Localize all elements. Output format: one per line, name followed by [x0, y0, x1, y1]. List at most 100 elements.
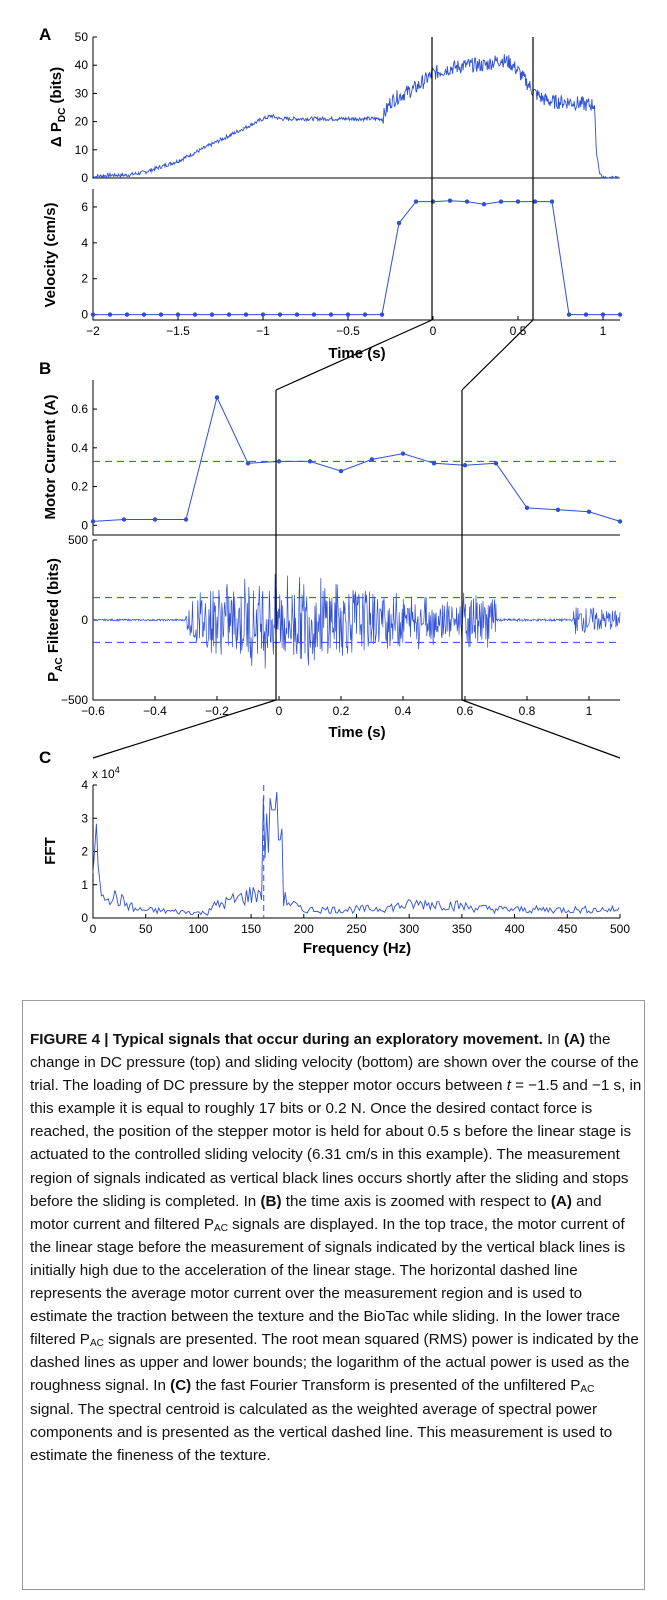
- velocity-point: [141, 312, 147, 317]
- caption-text: In: [542, 1031, 564, 1048]
- motor-current-point: [338, 468, 344, 474]
- caption-text: the change in DC pressure (top) and slid…: [30, 1031, 639, 1095]
- velocity-point: [532, 199, 538, 204]
- x-tick-label-B-bottom: 0.6: [457, 704, 474, 718]
- motor-current-point: [90, 519, 96, 524]
- x-tick-label-C: 0: [90, 922, 97, 936]
- x-tick-label-C: 500: [610, 922, 630, 936]
- motor-current-point: [245, 461, 251, 466]
- caption-ref-b: (B): [260, 1192, 282, 1210]
- motor-current-point: [400, 451, 406, 456]
- caption-text: signal. The spectral centroid is calcula…: [30, 1400, 613, 1464]
- velocity-point: [600, 312, 606, 317]
- x-tick-label-B-bottom: 0.8: [519, 704, 536, 718]
- caption-box: [22, 1000, 645, 1590]
- motor-current-point: [369, 457, 375, 462]
- y-tick-label-C: 2: [81, 845, 88, 859]
- x-tick-label-A-bottom: −2: [86, 324, 100, 338]
- motor-current-point: [524, 505, 530, 511]
- caption-text: signals are presented. The root mean squ…: [30, 1331, 639, 1395]
- velocity-point: [294, 312, 300, 317]
- x-tick-label-B-bottom: −0.6: [81, 704, 105, 718]
- x-tick-label-A-bottom: −0.5: [336, 324, 360, 338]
- ylabel-a-top: Δ PDC (bits): [48, 67, 68, 147]
- motor-current-point: [183, 517, 189, 522]
- velocity-point: [362, 312, 368, 317]
- xlabel-c: Frequency (Hz): [303, 940, 411, 957]
- dc-pressure-line: [92, 54, 620, 180]
- fft-spectrum-line: [92, 791, 620, 916]
- velocity-point: [209, 312, 215, 317]
- velocity-point: [311, 312, 317, 317]
- velocity-point: [158, 312, 164, 317]
- ylabel-a-bottom: Velocity (cm/s): [42, 202, 59, 307]
- x-tick-label-B-bottom: 0.4: [395, 704, 412, 718]
- motor-current-point: [121, 517, 127, 522]
- y-tick-label-A-top: 40: [75, 58, 89, 72]
- caption-subscript: AC: [214, 1222, 228, 1234]
- axis-frame-a-top: [92, 37, 620, 179]
- y-tick-label-B-bottom: 0: [81, 613, 88, 627]
- zoom-connector-right-b: [461, 699, 621, 759]
- y-tick-label-B-top: 0.2: [71, 480, 88, 494]
- ylabel-c: FFT: [42, 837, 59, 865]
- measurement-region-lines: [92, 37, 621, 759]
- velocity-point: [260, 312, 266, 317]
- caption-text: the fast Fourier Transform is presented …: [191, 1377, 581, 1395]
- caption-text: = −1.5 and −1 s, in this example it is e…: [30, 1077, 642, 1210]
- y-tick-label-B-top: 0: [81, 518, 88, 532]
- caption-subscript: AC: [580, 1384, 595, 1396]
- velocity-point: [90, 312, 96, 317]
- caption-ref-a: (A): [550, 1192, 572, 1210]
- panel-label-b: B: [39, 359, 51, 378]
- x-tick-label-A-bottom: −1: [256, 324, 270, 338]
- x-tick-label-C: 50: [139, 922, 153, 936]
- y-tick-label-B-bottom: −500: [61, 693, 88, 707]
- caption-title: FIGURE 4 | Typical signals that occur du…: [30, 1031, 543, 1048]
- caption-text: and motor current and filtered P: [30, 1192, 602, 1233]
- y-tick-label-B-bottom: 500: [68, 533, 88, 547]
- figure-4-plots: A B C Δ PDC (bits) Velocity (cm/s) Motor…: [39, 25, 630, 957]
- velocity-point: [107, 312, 113, 317]
- velocity-point: [379, 312, 385, 317]
- velocity-point: [192, 312, 198, 317]
- y-tick-label-C: 0: [81, 911, 88, 925]
- ylabel-b-top: Motor Current (A): [42, 395, 59, 520]
- x-tick-label-C: 300: [399, 922, 419, 936]
- figure-caption: FIGURE 4 | Typical signals that occur du…: [30, 1028, 642, 1467]
- y-tick-label-A-top: 20: [75, 115, 89, 129]
- velocity-line: [93, 200, 620, 316]
- motor-current-point: [555, 507, 561, 513]
- caption-text: signals are displayed. In the top trace,…: [30, 1215, 626, 1349]
- x-tick-label-C: 100: [188, 922, 208, 936]
- x-tick-label-B-bottom: 1: [586, 704, 593, 718]
- motor-current-point: [307, 459, 313, 464]
- panel-label-c: C: [39, 748, 51, 767]
- x-tick-label-C: 150: [241, 922, 261, 936]
- velocity-point: [226, 312, 232, 317]
- y-tick-label-A-bottom: 4: [81, 236, 88, 250]
- x-tick-label-B-bottom: 0.2: [333, 704, 350, 718]
- motor-current-point: [462, 463, 468, 468]
- y-tick-label-B-top: 0.6: [71, 402, 88, 416]
- x-tick-label-A-bottom: 0.5: [510, 324, 527, 338]
- x-tick-label-A-bottom: 0: [430, 324, 437, 338]
- y-tick-label-C: 4: [81, 778, 88, 792]
- x-tick-label-B-bottom: −0.2: [205, 704, 229, 718]
- velocity-point: [175, 312, 181, 317]
- x-tick-label-A-bottom: −1.5: [166, 324, 190, 338]
- caption-ref-c: (C): [170, 1377, 192, 1395]
- x-tick-label-C: 450: [557, 922, 577, 936]
- motor-current-line: [92, 395, 621, 522]
- y-tick-label-A-top: 0: [81, 171, 88, 185]
- x-tick-label-C: 350: [452, 922, 472, 936]
- y-tick-label-A-bottom: 0: [81, 308, 88, 322]
- x-tick-label-B-bottom: 0: [276, 704, 283, 718]
- panel-label-a: A: [39, 25, 51, 44]
- axis-frame-c: [92, 785, 620, 919]
- velocity-point: [277, 312, 283, 317]
- axis-frame-a-bottom: [92, 189, 620, 321]
- zoom-connector-left-a: [275, 319, 433, 391]
- caption-text: the time axis is zoomed with respect to: [281, 1192, 551, 1210]
